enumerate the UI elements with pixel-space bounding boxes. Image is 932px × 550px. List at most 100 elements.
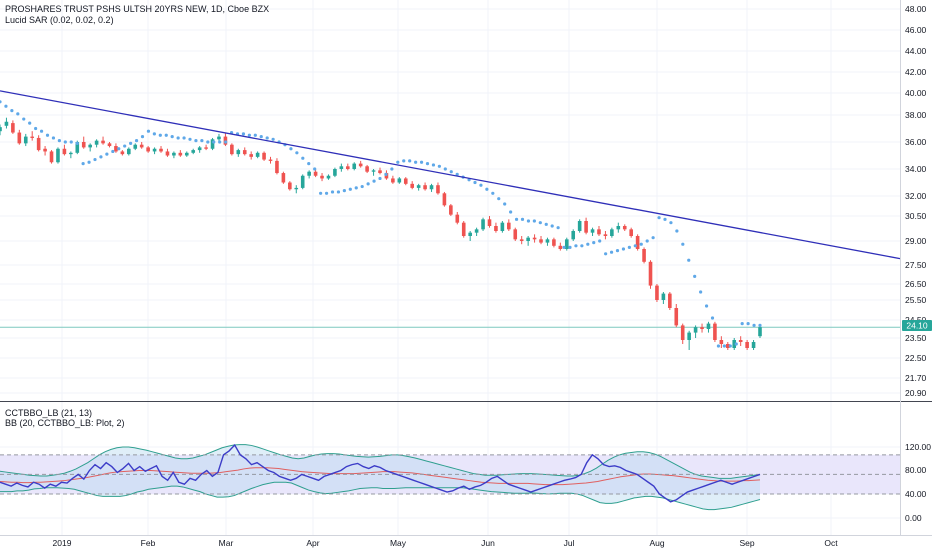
candle-body xyxy=(487,219,492,226)
candle-body xyxy=(268,159,273,161)
candle-body xyxy=(622,226,627,230)
candle-body xyxy=(732,340,737,348)
sar-dot xyxy=(509,210,513,214)
sar-dot xyxy=(75,141,79,145)
candle-body xyxy=(262,152,266,160)
sar-dot xyxy=(556,226,560,230)
candle-body xyxy=(0,127,2,132)
bb-lower-line xyxy=(0,481,761,511)
candle-body xyxy=(107,143,112,147)
sar-dot xyxy=(669,221,673,225)
sar-dot xyxy=(544,222,548,226)
sar-dot xyxy=(117,147,121,151)
candle-body xyxy=(255,152,260,157)
time-tick-label: 2019 xyxy=(53,538,72,548)
price-tick-label: 46.00 xyxy=(905,25,927,35)
sar-dot xyxy=(152,132,156,136)
sar-dot xyxy=(319,191,323,195)
candle-body xyxy=(294,187,299,190)
price-tick-label: 23.50 xyxy=(905,333,927,343)
price-axis[interactable]: 48.00 46.00 44.00 42.00 40.00 38.00 36.00 34.00… xyxy=(905,4,927,398)
sar-dot xyxy=(574,244,578,248)
candlestick-series[interactable] xyxy=(0,117,762,350)
sar-dot xyxy=(164,133,168,137)
oscillator-line xyxy=(0,443,761,503)
candle-body xyxy=(449,205,453,215)
candle-body xyxy=(217,136,221,140)
price-tick-label: 38.00 xyxy=(905,110,927,120)
price-tick-label: 20.90 xyxy=(905,388,927,398)
sar-dot xyxy=(354,186,358,190)
time-axis[interactable]: 2019 Feb Mar Apr May Jun Jul Aug Sep Oct xyxy=(53,538,839,548)
sar-dot xyxy=(752,323,756,327)
bb-fill xyxy=(0,444,760,510)
candle-body xyxy=(30,136,35,138)
sar-dot xyxy=(514,217,519,221)
sar-dot xyxy=(716,344,721,348)
sar-dot xyxy=(580,244,584,248)
candle-body xyxy=(584,221,588,233)
sar-dot xyxy=(681,242,685,246)
candle-body xyxy=(11,123,15,133)
sar-dot xyxy=(241,132,246,136)
time-tick-label: Oct xyxy=(824,538,838,548)
oscillator-axis[interactable]: 120.00 80.00 40.00 0.00 -40.00 xyxy=(905,0,931,523)
sar-dot xyxy=(449,170,453,174)
sar-dot xyxy=(503,202,507,206)
candle-body xyxy=(745,342,749,348)
candle-body xyxy=(17,132,22,144)
bollinger-bands xyxy=(0,444,761,511)
candle-body xyxy=(288,182,292,190)
candle-body xyxy=(94,140,99,145)
time-tick-label: Jun xyxy=(481,538,495,548)
oscillator-tick-label: 40.00 xyxy=(905,489,927,499)
time-tick-label: May xyxy=(390,538,407,548)
sar-dot xyxy=(224,140,228,144)
sar-dot xyxy=(710,316,715,320)
candle-body xyxy=(358,163,363,167)
candle-body xyxy=(88,144,92,148)
sar-dot xyxy=(45,133,50,137)
candle-body xyxy=(629,229,633,236)
sar-dot xyxy=(592,241,596,245)
candle-body xyxy=(139,144,144,148)
sar-dot xyxy=(34,126,38,131)
candle-body xyxy=(178,152,183,156)
sar-dot xyxy=(93,157,97,162)
candle-body xyxy=(616,226,621,230)
sar-dot xyxy=(419,160,424,164)
candle-body xyxy=(719,340,724,344)
sar-dot xyxy=(51,136,56,140)
candle-body xyxy=(326,175,331,179)
sar-dot xyxy=(342,189,346,193)
sar-dot xyxy=(146,129,151,133)
sar-dot xyxy=(99,155,103,159)
sar-dot xyxy=(621,247,626,251)
price-tick-label: 22.50 xyxy=(905,353,927,363)
time-tick-label: Sep xyxy=(739,538,754,548)
sar-dot xyxy=(473,180,477,185)
candle-body xyxy=(713,323,717,340)
sar-dot xyxy=(520,217,525,221)
sar-dot xyxy=(615,249,620,253)
sar-dot xyxy=(663,217,667,221)
sar-dot xyxy=(734,342,738,346)
price-tick-label: 32.00 xyxy=(905,191,927,201)
trendline[interactable] xyxy=(0,90,901,260)
candle-body xyxy=(436,185,440,194)
sar-dot xyxy=(740,322,744,326)
sar-dot xyxy=(657,216,661,220)
symbol-title: PROSHARES TRUST PSHS ULTSH 20YRS NEW, 1D… xyxy=(5,4,270,14)
candle-body xyxy=(519,239,524,241)
sar-dot xyxy=(57,139,61,143)
candle-body xyxy=(610,229,614,236)
candle-body xyxy=(693,327,698,333)
candle-body xyxy=(455,214,460,223)
sar-dot xyxy=(526,219,531,223)
sar-dot xyxy=(366,182,370,186)
sar-dot xyxy=(307,162,311,166)
sar-dot xyxy=(87,160,91,164)
sar-indicator-label: Lucid SAR (0.02, 0.02, 0.2) xyxy=(5,15,114,25)
sar-dot xyxy=(728,344,732,348)
